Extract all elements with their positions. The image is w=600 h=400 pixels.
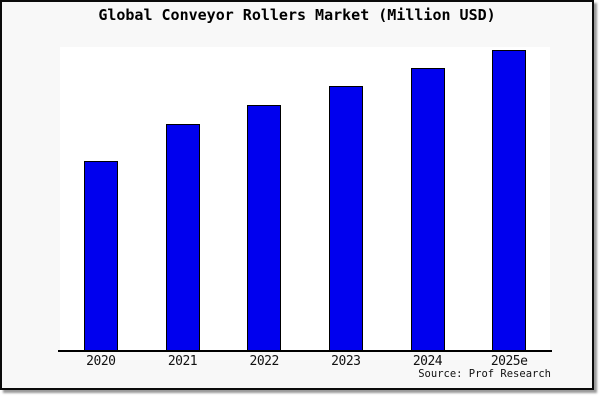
x-axis-line (58, 349, 552, 352)
chart-frame: Global Conveyor Rollers Market (Million … (0, 0, 594, 390)
bar-2021 (165, 124, 200, 350)
chart-title: Global Conveyor Rollers Market (Million … (98, 6, 496, 24)
x-tick-label-2022: 2022 (249, 354, 280, 369)
x-tick-label-2025e: 2025e (490, 354, 528, 369)
bar-2023 (328, 86, 363, 350)
bar-2022 (247, 105, 282, 350)
x-tick-label-2021: 2021 (167, 354, 198, 369)
bar-2020 (83, 161, 118, 350)
x-tick-label-2024: 2024 (412, 354, 443, 369)
bar-2024 (410, 68, 445, 350)
x-tick-label-2023: 2023 (331, 354, 361, 369)
bar-2025e (492, 50, 527, 350)
x-tick-label-2020: 2020 (86, 354, 116, 369)
plot-area (60, 47, 550, 350)
source-credit: Source: Prof Research (418, 368, 551, 380)
